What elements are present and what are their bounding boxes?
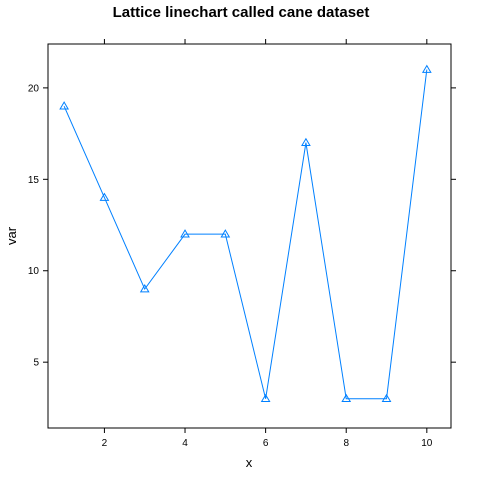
data-point-marker bbox=[381, 393, 392, 403]
data-point-marker bbox=[59, 101, 69, 110]
y-tick-label: 20 bbox=[28, 83, 40, 94]
y-tick-label: 5 bbox=[33, 358, 39, 369]
x-tick-label: 10 bbox=[421, 438, 433, 449]
y-tick-label: 10 bbox=[28, 266, 40, 277]
x-tick-label: 2 bbox=[102, 438, 108, 449]
x-tick-label: 6 bbox=[263, 438, 269, 449]
data-point-marker bbox=[301, 137, 311, 147]
data-point-marker bbox=[260, 393, 271, 403]
x-axis: 2 4 6 8 10 bbox=[102, 39, 433, 449]
plot-frame bbox=[47, 43, 452, 429]
y-axis: 5 10 15 20 bbox=[28, 83, 456, 369]
x-axis-label: x bbox=[246, 455, 253, 470]
y-tick-label: 15 bbox=[28, 175, 40, 186]
data-point-marker bbox=[180, 229, 190, 238]
data-point-marker bbox=[341, 393, 352, 403]
x-tick-label: 8 bbox=[343, 438, 349, 449]
data-point-marker bbox=[99, 192, 110, 201]
series-line bbox=[63, 69, 428, 400]
data-point-marker bbox=[220, 229, 231, 238]
y-axis-label: var bbox=[4, 226, 19, 245]
chart-title: Lattice linechart called cane dataset bbox=[113, 4, 370, 21]
x-tick-label: 4 bbox=[182, 438, 188, 449]
data-point-marker bbox=[139, 284, 150, 293]
series-layer bbox=[59, 64, 432, 403]
data-point-marker bbox=[421, 64, 432, 73]
